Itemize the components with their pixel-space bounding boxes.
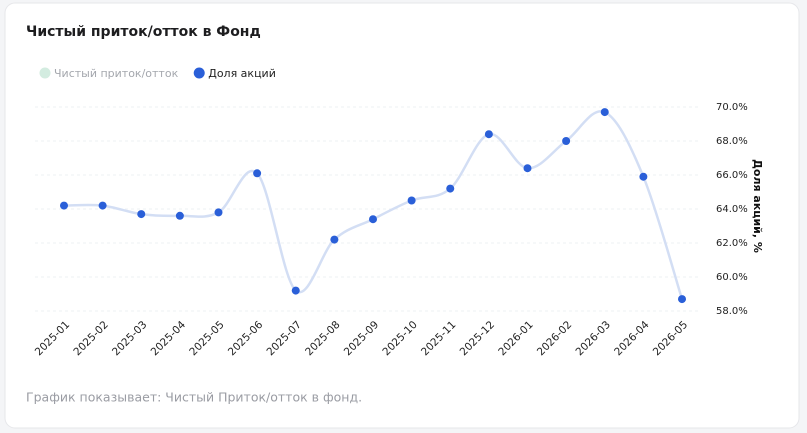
y2-axis-label: Доля акций, %	[751, 159, 764, 253]
data-point	[98, 201, 107, 210]
data-point	[484, 130, 493, 139]
chart-title: Чистый приток/отток в Фонд	[26, 24, 261, 40]
data-point	[639, 172, 648, 181]
y2-tick-label: 68.0%	[716, 136, 748, 147]
y2-tick-label: 66.0%	[716, 170, 748, 181]
data-point	[137, 210, 146, 219]
data-point	[369, 215, 377, 224]
data-point	[253, 169, 262, 178]
y2-tick-label: 70.0%	[716, 102, 748, 113]
data-point	[60, 201, 68, 210]
data-point	[446, 184, 455, 193]
data-point	[330, 235, 339, 244]
footnote: График показывает: Чистый Приток/отток в…	[26, 390, 362, 405]
y2-tick-label: 60.0%	[716, 272, 748, 283]
legend-label[interactable]: Чистый приток/отток	[54, 67, 179, 80]
data-point	[678, 295, 686, 304]
y2-tick-label: 64.0%	[716, 204, 748, 215]
data-point	[175, 211, 184, 220]
data-point	[600, 108, 609, 117]
legend-marker[interactable]	[193, 67, 205, 79]
data-point	[214, 208, 223, 217]
data-point	[562, 137, 571, 145]
y2-tick-label: 62.0%	[716, 238, 748, 249]
legend-marker[interactable]	[39, 67, 51, 79]
card	[4, 2, 800, 429]
data-point	[291, 286, 300, 295]
data-point	[523, 164, 532, 173]
legend-label[interactable]: Доля акций	[208, 67, 276, 80]
y2-tick-label: 58.0%	[716, 306, 748, 317]
data-point	[407, 196, 416, 205]
